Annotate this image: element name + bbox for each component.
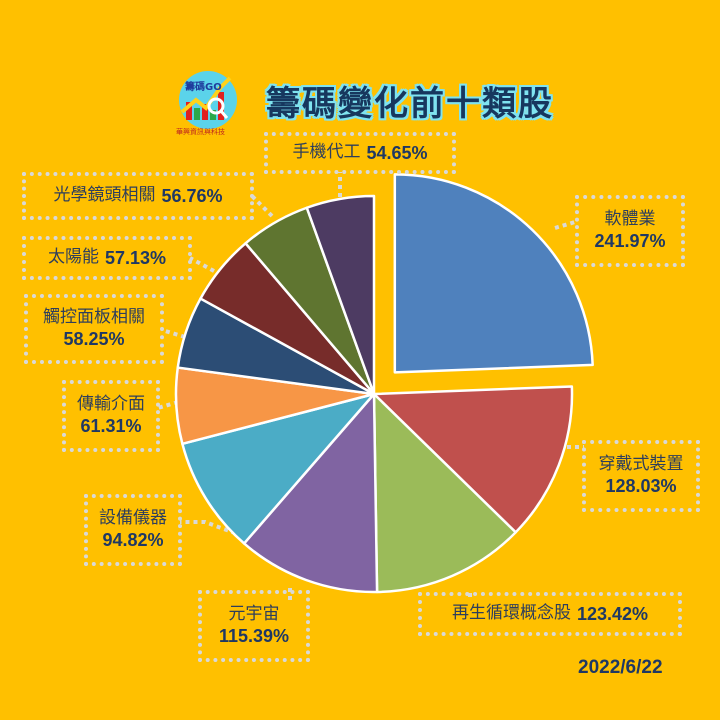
label-wearables: 穿戴式裝置 128.03% <box>582 440 700 512</box>
logo-icon: 籌碼GO 華興資訊與科技 <box>176 71 237 136</box>
label-solar: 太陽能 57.13% <box>22 236 192 280</box>
pie-slice <box>181 392 376 545</box>
logo: 籌碼GO 華興資訊與科技 <box>172 70 244 136</box>
pie-slice <box>242 392 379 594</box>
label-touch-panel: 觸控面板相關 58.25% <box>24 294 164 364</box>
pie-slice <box>305 194 376 396</box>
svg-text:籌碼GO: 籌碼GO <box>185 80 222 93</box>
pie-slices <box>174 173 594 594</box>
label-transmission: 傳輸介面 61.31% <box>62 380 160 452</box>
label-software: 軟體業 241.97% <box>575 195 685 267</box>
svg-text:華興資訊與科技: 華興資訊與科技 <box>176 127 225 136</box>
label-recycling: 再生循環概念股 123.42% <box>418 592 682 636</box>
pie-slice <box>372 385 574 534</box>
label-equipment: 設備儀器 94.82% <box>84 494 182 566</box>
label-metaverse: 元宇宙 115.39% <box>198 590 310 662</box>
pie-slice <box>393 173 594 374</box>
chart-date: 2022/6/22 <box>578 657 663 678</box>
pie-slice <box>372 392 517 594</box>
page-title: 籌碼變化前十類股 <box>266 84 554 124</box>
label-optical-lens: 光學鏡頭相關 56.76% <box>22 172 254 220</box>
label-phone-oem: 手機代工 54.65% <box>264 132 456 174</box>
